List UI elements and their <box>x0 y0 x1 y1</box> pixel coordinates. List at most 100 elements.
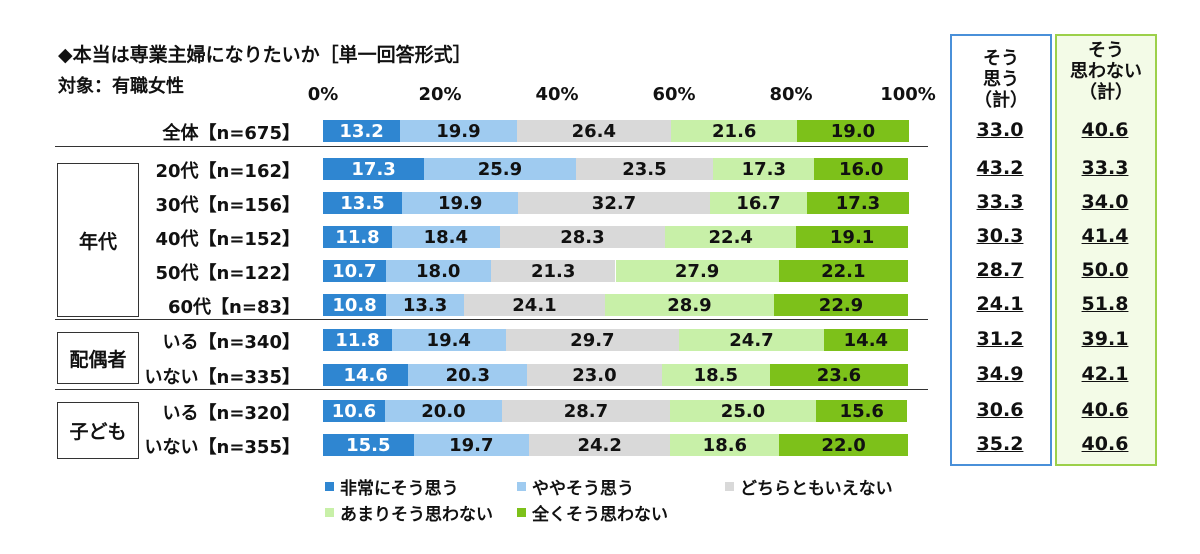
summary-value: 40.6 <box>1081 433 1129 455</box>
summary-value: 28.7 <box>976 259 1024 281</box>
bar-segment-1: 10.7 <box>323 260 386 282</box>
group-label: 子ども <box>57 402 139 459</box>
summary-value: 33.3 <box>976 191 1024 213</box>
bar-segment-3: 29.7 <box>505 329 680 351</box>
legend-swatch <box>725 482 734 491</box>
summary-value: 35.2 <box>976 433 1024 455</box>
x-tick-label: 100% <box>880 84 936 105</box>
bar-segment-5: 22.0 <box>779 434 908 456</box>
bar-segment-2: 20.3 <box>408 364 528 386</box>
x-tick-label: 0% <box>307 84 339 105</box>
row-label: 50代【n=122】 <box>155 263 300 284</box>
legend-swatch <box>325 508 334 517</box>
bar-segment-4: 24.7 <box>679 329 824 351</box>
row-label: 60代【n=83】 <box>168 297 300 318</box>
bar-segment-1: 11.8 <box>323 329 393 351</box>
row-label: 40代【n=152】 <box>155 229 300 250</box>
summary-value: 51.8 <box>1081 293 1129 315</box>
bar-segment-5: 14.4 <box>823 329 908 351</box>
bar-segment-2: 13.3 <box>386 294 464 316</box>
x-tick-label: 80% <box>769 84 813 105</box>
summary-value: 50.0 <box>1081 259 1129 281</box>
bar-segment-1: 13.5 <box>323 192 402 214</box>
row-label: いない【n=335】 <box>144 367 300 388</box>
summary-value: 40.6 <box>1081 119 1129 141</box>
legend-item: あまりそう思わない <box>325 500 493 525</box>
legend-label: 非常にそう思う <box>340 479 459 499</box>
bar-segment-5: 19.0 <box>797 120 909 142</box>
x-tick-label: 20% <box>418 84 462 105</box>
bar-segment-2: 25.9 <box>424 158 576 180</box>
bar-segment-1: 15.5 <box>323 434 414 456</box>
summary-value: 30.6 <box>976 399 1024 421</box>
row-label: いる【n=340】 <box>162 332 300 353</box>
bar-segment-1: 10.8 <box>323 294 387 316</box>
summary-value: 31.2 <box>976 328 1024 350</box>
bar-segment-1: 14.6 <box>323 364 409 386</box>
row-label: 全体【n=675】 <box>162 123 300 144</box>
bar-segment-3: 28.7 <box>502 400 670 422</box>
summary-value: 33.3 <box>1081 157 1129 179</box>
legend-label: ややそう思う <box>532 479 634 499</box>
bar-segment-3: 24.2 <box>528 434 671 456</box>
bar-segment-5: 22.9 <box>774 294 908 316</box>
legend-swatch <box>517 508 526 517</box>
bar-segment-5: 15.6 <box>816 400 908 422</box>
bar-segment-3: 28.3 <box>499 226 666 248</box>
bar-segment-2: 18.0 <box>385 260 491 282</box>
summary-value: 24.1 <box>976 293 1024 315</box>
bar-segment-3: 26.4 <box>516 120 672 142</box>
bar-segment-4: 18.6 <box>670 434 780 456</box>
legend-item: どちらともいえない <box>725 474 893 499</box>
bar-segment-5: 16.0 <box>814 158 908 180</box>
bar-segment-3: 23.5 <box>575 158 714 180</box>
legend-swatch <box>517 482 526 491</box>
bar-segment-1: 17.3 <box>323 158 425 180</box>
row-label: いない【n=355】 <box>144 437 300 458</box>
bar-segment-2: 20.0 <box>385 400 502 422</box>
summary-value: 41.4 <box>1081 225 1129 247</box>
legend-label: どちらともいえない <box>740 479 893 499</box>
legend-swatch <box>325 482 334 491</box>
x-tick-label: 60% <box>652 84 696 105</box>
summary-value: 33.0 <box>976 119 1024 141</box>
bar-segment-4: 28.9 <box>604 294 775 316</box>
bar-segment-3: 21.3 <box>490 260 616 282</box>
legend-label: あまりそう思わない <box>340 505 493 525</box>
bar-segment-1: 10.6 <box>323 400 385 422</box>
bar-segment-2: 19.9 <box>400 120 517 142</box>
summary-value: 30.3 <box>976 225 1024 247</box>
bar-segment-1: 13.2 <box>323 120 401 142</box>
legend-item: 非常にそう思う <box>325 474 459 499</box>
summary-value: 34.0 <box>1081 191 1129 213</box>
legend-label: 全くそう思わない <box>532 505 668 525</box>
summary-value: 40.6 <box>1081 399 1129 421</box>
bar-segment-4: 21.6 <box>671 120 798 142</box>
bar-segment-1: 11.8 <box>323 226 393 248</box>
summary-header: そう 思う （計） <box>974 48 1028 111</box>
bar-segment-2: 19.7 <box>413 434 529 456</box>
group-separator <box>55 389 928 390</box>
bar-segment-4: 18.5 <box>661 364 770 386</box>
summary-box <box>950 34 1052 466</box>
summary-value: 39.1 <box>1081 328 1129 350</box>
row-label: 20代【n=162】 <box>155 161 300 182</box>
bar-segment-5: 22.1 <box>778 260 908 282</box>
bar-segment-5: 17.3 <box>807 192 909 214</box>
bar-segment-3: 23.0 <box>527 364 662 386</box>
bar-segment-4: 25.0 <box>669 400 817 422</box>
group-label: 配偶者 <box>57 332 139 384</box>
summary-header: そう 思わない （計） <box>1070 40 1142 103</box>
summary-box <box>1055 34 1157 466</box>
bar-segment-4: 16.7 <box>709 192 808 214</box>
legend-item: ややそう思う <box>517 474 634 499</box>
bar-segment-2: 19.4 <box>392 329 506 351</box>
bar-segment-2: 19.9 <box>401 192 519 214</box>
bar-segment-4: 17.3 <box>713 158 815 180</box>
summary-value: 34.9 <box>976 363 1024 385</box>
summary-value: 43.2 <box>976 157 1024 179</box>
row-label: いる【n=320】 <box>162 403 300 424</box>
bar-segment-2: 18.4 <box>392 226 500 248</box>
group-label: 年代 <box>57 163 139 317</box>
bar-segment-4: 22.4 <box>665 226 797 248</box>
